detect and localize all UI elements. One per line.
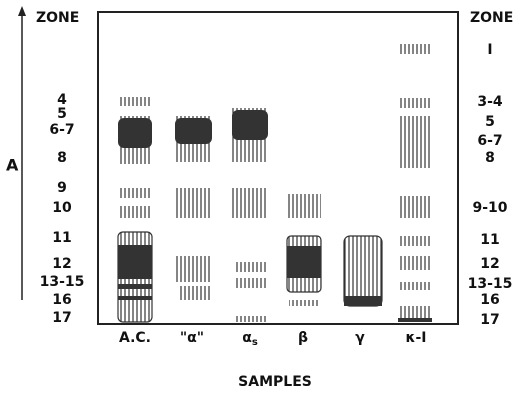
- gel-diagram: ZONE ZONE A SAMPLES 456-78910111213-1516…: [0, 0, 517, 393]
- sample-name: γ: [355, 330, 365, 346]
- sample-name: κ-I: [406, 330, 427, 346]
- zone-label: 6-7: [477, 133, 502, 149]
- zone-label: 11: [52, 230, 71, 246]
- zone-label: 16: [52, 292, 71, 308]
- axis-label: A: [6, 156, 19, 175]
- sample-name: "α": [180, 330, 204, 346]
- zone-label: I: [487, 42, 492, 58]
- sample-label: αs: [242, 330, 258, 348]
- zone-label: 9: [57, 180, 67, 196]
- zone-label: 6-7: [49, 122, 74, 138]
- x-axis-label: SAMPLES: [238, 374, 312, 390]
- zone-label: 13-15: [468, 276, 513, 292]
- bands: [118, 44, 432, 322]
- sample-label: β: [298, 330, 308, 346]
- zone-label: 17: [480, 312, 499, 328]
- zone-label: 8: [485, 150, 495, 166]
- sample-name: α: [242, 330, 252, 346]
- zone-header: ZONE: [36, 10, 79, 26]
- sample-label: A.C.: [119, 330, 151, 346]
- zone-label: 5: [485, 114, 495, 130]
- zone-label: 5: [57, 106, 67, 122]
- zone-label: 17: [52, 310, 71, 326]
- zone-label: 3-4: [477, 94, 503, 110]
- sample-label: "α": [180, 330, 204, 346]
- zone-label: 13-15: [40, 274, 85, 290]
- zone-label: 12: [52, 256, 71, 272]
- sample-name: A.C.: [119, 330, 151, 346]
- zone-label: 9-10: [472, 200, 507, 216]
- zone-header: ZONE: [470, 10, 513, 26]
- sample-label: κ-I: [406, 330, 427, 346]
- zone-label: 8: [57, 150, 67, 166]
- sample-label: γ: [355, 330, 365, 346]
- sample-name: β: [298, 330, 308, 346]
- zone-label: 16: [480, 292, 499, 308]
- zone-label: 10: [52, 200, 72, 216]
- zone-label: 11: [480, 232, 499, 248]
- zone-label: 12: [480, 256, 499, 272]
- sample-subscript: s: [252, 337, 258, 348]
